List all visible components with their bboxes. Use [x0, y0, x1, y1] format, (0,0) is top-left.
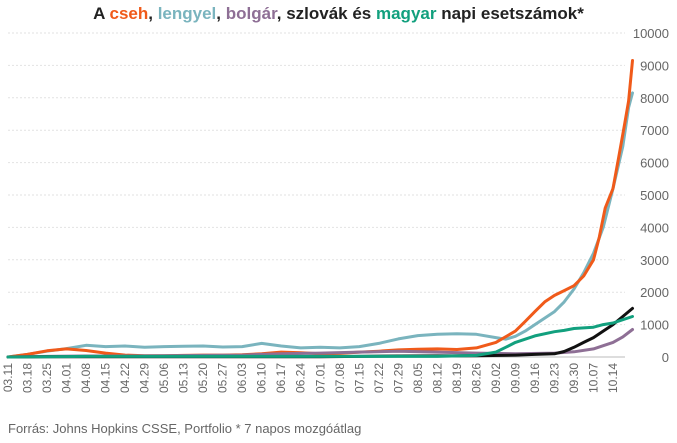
- x-tick-label: 05.13: [177, 363, 191, 393]
- x-tick-label: 09.02: [489, 363, 503, 393]
- x-tick-label: 07.22: [372, 363, 386, 393]
- y-tick-label: 6000: [640, 156, 669, 171]
- source-note: Forrás: Johns Hopkins CSSE, Portfolio * …: [8, 421, 362, 436]
- x-tick-label: 09.09: [508, 363, 522, 393]
- series-lines: [6, 59, 634, 359]
- x-tick-label: 05.06: [157, 363, 171, 393]
- x-tick-label: 06.24: [294, 363, 308, 393]
- series-line-lengyel: [6, 91, 634, 359]
- y-tick-label: 5000: [640, 188, 669, 203]
- x-tick-label: 10.14: [606, 363, 620, 393]
- title-part: lengyel: [157, 4, 217, 23]
- x-tick-label: 05.27: [216, 363, 230, 393]
- y-tick-label: 3000: [640, 253, 669, 268]
- y-axis-ticks: 0 1000 2000 3000 4000 5000 6000 7000 8000 9000 100…: [633, 26, 669, 365]
- x-tick-label: 06.10: [255, 363, 269, 393]
- title-part: ,: [216, 4, 226, 23]
- x-tick-label: 03.18: [21, 363, 35, 393]
- x-tick-label: 05.20: [196, 363, 210, 393]
- x-tick-label: 06.03: [235, 363, 249, 393]
- x-tick-label: 07.08: [333, 363, 347, 393]
- x-tick-label: 10.07: [586, 363, 600, 393]
- x-tick-label: 08.05: [411, 363, 425, 393]
- chart-title: A cseh, lengyel, bolgár, szlovák és magy…: [0, 4, 677, 24]
- y-tick-label: 2000: [640, 285, 669, 300]
- y-tick-label: 7000: [640, 123, 669, 138]
- x-tick-label: 08.12: [430, 363, 444, 393]
- x-tick-label: 04.29: [138, 363, 152, 393]
- x-tick-label: 03.25: [40, 363, 54, 393]
- title-part: A: [93, 4, 110, 23]
- x-tick-label: 09.30: [567, 363, 581, 393]
- series-line-cseh: [6, 59, 634, 359]
- x-tick-label: 06.17: [274, 363, 288, 393]
- series-line-magyar: [6, 315, 634, 359]
- x-tick-label: 08.26: [469, 363, 483, 393]
- x-tick-label: 09.23: [547, 363, 561, 393]
- x-axis-ticks: 03.11 03.18 03.25 04.01 04.08 04.15 04.22 04.29…: [1, 363, 620, 393]
- series-line-szlovák: [6, 306, 634, 359]
- title-part: ,: [148, 4, 158, 23]
- y-tick-label: 10000: [633, 26, 669, 41]
- x-tick-label: 07.29: [391, 363, 405, 393]
- title-part: cseh: [109, 4, 149, 23]
- x-tick-label: 04.22: [118, 363, 132, 393]
- y-tick-label: 4000: [640, 220, 669, 235]
- y-tick-label: 0: [662, 350, 669, 365]
- x-tick-label: 08.19: [450, 363, 464, 393]
- y-tick-label: 1000: [640, 318, 669, 333]
- y-tick-label: 9000: [640, 58, 669, 73]
- x-tick-label: 09.16: [528, 363, 542, 393]
- x-tick-label: 07.01: [313, 363, 327, 393]
- x-tick-label: 04.15: [99, 363, 113, 393]
- x-tick-label: 03.11: [1, 363, 15, 392]
- x-tick-label: 04.08: [79, 363, 93, 393]
- y-tick-label: 8000: [640, 91, 669, 106]
- title-part: , szlovák és: [276, 4, 376, 23]
- title-part: bolgár: [225, 4, 277, 23]
- title-part: napi esetszámok*: [436, 4, 584, 23]
- x-tick-label: 04.01: [60, 363, 74, 393]
- x-tick-label: 07.15: [352, 363, 366, 393]
- title-part: magyar: [375, 4, 437, 23]
- gridlines: [8, 32, 625, 358]
